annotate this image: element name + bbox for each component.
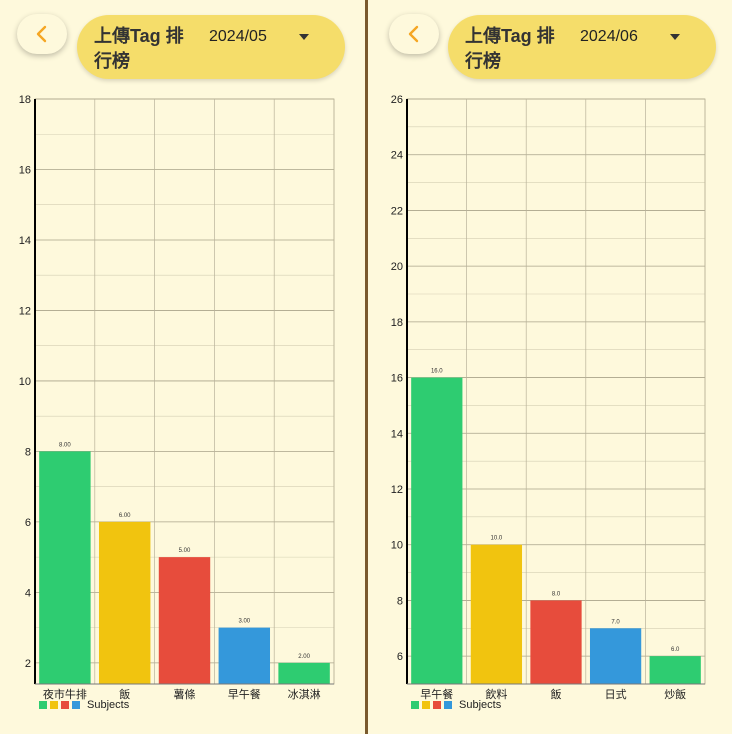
bar xyxy=(98,521,151,684)
bar-value-label: 3.00 xyxy=(238,619,250,625)
bar-value-label: 7.0 xyxy=(611,619,620,625)
y-tick-label: 4 xyxy=(25,587,31,599)
bar-value-label: 16.0 xyxy=(431,369,443,375)
y-tick-label: 6 xyxy=(397,651,403,663)
bar xyxy=(649,656,701,684)
legend-label: Subjects xyxy=(459,699,502,711)
ranking-panel-june: 上傳Tag 排行榜 2024/06 6 8 10 12 14 16 18 20 22 24 26 16… xyxy=(368,0,732,734)
y-tick-label: 6 xyxy=(25,517,31,529)
bar-chart: 6 8 10 12 14 16 18 20 22 24 26 16.0 早午餐 10.0 飲料 8.0 飯 7.0… xyxy=(391,94,706,701)
bar xyxy=(218,627,271,684)
bar-value-label: 8.00 xyxy=(59,442,71,448)
header-bar: 上傳Tag 排行榜 2024/06 xyxy=(448,15,716,79)
bar-value-label: 8.0 xyxy=(552,591,561,597)
caret-down-icon xyxy=(299,34,309,40)
back-button[interactable] xyxy=(17,14,67,54)
bar xyxy=(158,557,211,684)
bar xyxy=(411,377,463,684)
y-tick-label: 8 xyxy=(25,446,31,458)
legend-swatch-blue xyxy=(444,701,452,709)
legend-swatch-red xyxy=(61,701,69,709)
y-tick-label: 14 xyxy=(19,235,31,247)
bar xyxy=(39,451,91,684)
legend-label: Subjects xyxy=(87,699,130,711)
y-tick-label: 16 xyxy=(19,164,31,176)
x-tick-label: 飯 xyxy=(119,687,130,701)
x-tick-label: 夜市牛排 xyxy=(43,687,87,701)
bar xyxy=(589,628,642,684)
panel-divider xyxy=(365,0,368,734)
x-tick-label: 飲料 xyxy=(485,687,507,701)
y-tick-label: 26 xyxy=(391,94,403,106)
legend-swatch-yellow xyxy=(422,701,430,709)
bar-value-label: 2.00 xyxy=(298,654,310,660)
y-tick-label: 12 xyxy=(391,484,403,496)
bar xyxy=(530,600,582,684)
y-tick-label: 14 xyxy=(391,428,403,440)
page-title: 上傳Tag 排行榜 xyxy=(94,26,184,71)
header-bar: 上傳Tag 排行榜 2024/05 xyxy=(77,15,345,79)
chevron-left-icon xyxy=(408,25,419,43)
bar-value-label: 5.00 xyxy=(179,548,191,554)
y-tick-label: 22 xyxy=(391,205,403,217)
chart-legend: Subjects xyxy=(411,699,501,711)
y-tick-label: 10 xyxy=(19,376,31,388)
x-tick-label: 早午餐 xyxy=(420,687,453,701)
bar-chart: 2 4 6 8 10 12 14 16 18 8.00 夜市牛排 6.00 飯 5.00 薯條 3.00 早午餐… xyxy=(19,94,335,701)
chart-legend: Subjects xyxy=(39,699,129,711)
bar-value-label: 6.0 xyxy=(671,647,680,653)
page-title: 上傳Tag 排行榜 xyxy=(465,26,555,71)
y-tick-label: 24 xyxy=(391,150,403,162)
x-tick-label: 冰淇淋 xyxy=(288,688,321,701)
legend-swatch-red xyxy=(433,701,441,709)
x-tick-label: 炒飯 xyxy=(664,687,686,701)
bar-value-label: 6.00 xyxy=(119,513,131,519)
back-button[interactable] xyxy=(389,14,439,54)
y-tick-label: 8 xyxy=(397,595,403,607)
x-tick-label: 早午餐 xyxy=(228,687,261,701)
chevron-left-icon xyxy=(36,25,47,43)
y-tick-label: 18 xyxy=(19,94,31,106)
ranking-panel-may: 上傳Tag 排行榜 2024/05 2 4 6 8 10 12 14 16 18 8.00 夜市牛排… xyxy=(0,0,365,734)
legend-swatch-green xyxy=(39,701,47,709)
month-dropdown[interactable]: 2024/06 xyxy=(580,25,700,49)
bar-value-label: 10.0 xyxy=(491,536,503,542)
x-tick-label: 飯 xyxy=(551,687,562,701)
y-tick-label: 16 xyxy=(391,373,403,385)
month-value: 2024/05 xyxy=(209,28,267,45)
legend-swatch-yellow xyxy=(50,701,58,709)
month-dropdown[interactable]: 2024/05 xyxy=(209,25,329,49)
legend-swatch-green xyxy=(411,701,419,709)
caret-down-icon xyxy=(670,34,680,40)
legend-swatch-blue xyxy=(72,701,80,709)
bar xyxy=(470,544,523,684)
month-value: 2024/06 xyxy=(580,28,638,45)
y-tick-label: 2 xyxy=(25,658,31,670)
y-tick-label: 12 xyxy=(19,305,31,317)
x-tick-label: 薯條 xyxy=(174,687,196,701)
y-tick-label: 18 xyxy=(391,317,403,329)
bar xyxy=(278,662,330,684)
y-tick-label: 20 xyxy=(391,261,403,273)
y-tick-label: 10 xyxy=(391,540,403,552)
x-tick-label: 日式 xyxy=(605,688,627,701)
